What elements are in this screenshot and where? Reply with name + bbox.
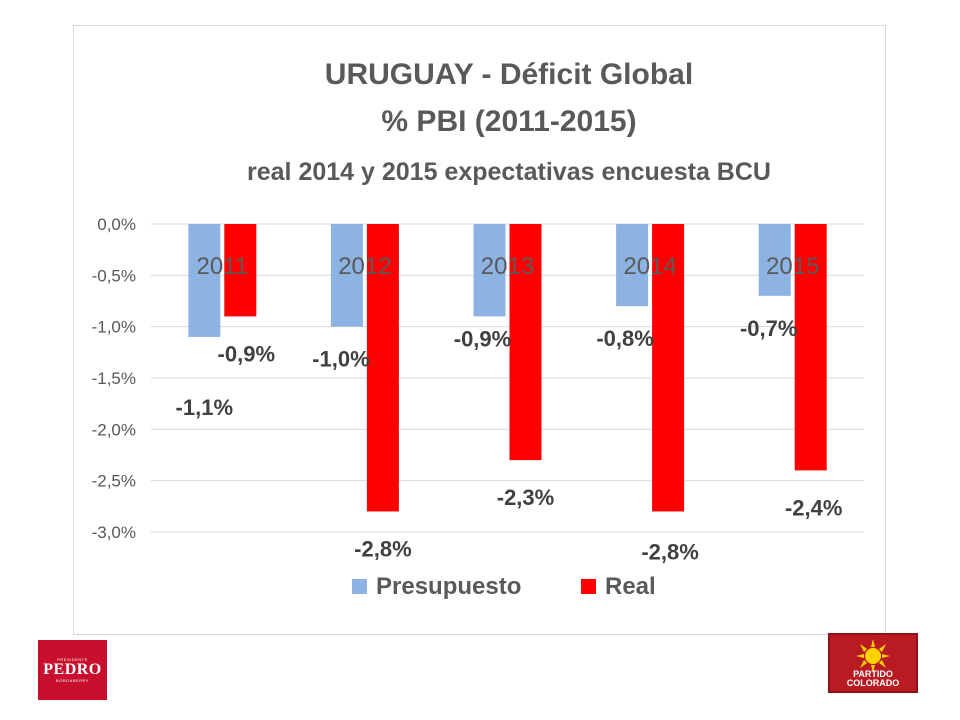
- logo-right-line-2: COLORADO: [846, 678, 900, 688]
- bar-real-2013: [509, 224, 542, 461]
- category-label-2011: 2011: [196, 253, 248, 280]
- data-label-presupuesto-2014: -0,8%: [596, 326, 653, 351]
- partido-colorado-logo: PARTIDO COLORADO: [828, 633, 918, 693]
- data-label-presupuesto-2012: -1,0%: [312, 347, 369, 372]
- data-label-real-2013: -2,3%: [497, 485, 554, 510]
- bar-real-2015: [794, 224, 827, 471]
- bar-presupuesto-2015: [758, 224, 791, 296]
- data-label-real-2014: -2,8%: [641, 539, 698, 564]
- legend-label-presupuesto: Presupuesto: [376, 573, 521, 600]
- chart-frame: URUGUAY - Déficit Global % PBI (2011-201…: [73, 25, 886, 635]
- bar-real-2014: [652, 224, 685, 512]
- y-tick-label: -1,5%: [92, 369, 136, 388]
- bar-presupuesto-2013: [473, 224, 506, 317]
- gridlines: [151, 223, 864, 533]
- chart-title-line-1: URUGUAY - Déficit Global: [325, 58, 693, 91]
- pedro-bordaberry-logo: PRESIDENTE PEDRO BORDABERRY: [38, 640, 107, 700]
- logo-right-line-1: PARTIDO: [853, 669, 893, 679]
- category-label-2012: 2012: [338, 253, 391, 280]
- legend-label-real: Real: [605, 573, 656, 600]
- chart: URUGUAY - Déficit Global % PBI (2011-201…: [92, 58, 864, 600]
- y-tick-label: -3,0%: [92, 523, 136, 542]
- legend: Presupuesto Real: [352, 573, 656, 600]
- data-label-real-2012: -2,8%: [354, 536, 411, 561]
- legend-swatch-real: [581, 579, 596, 594]
- sun-icon: [856, 639, 890, 673]
- category-label-2015: 2015: [766, 253, 819, 280]
- logo-left-top-text: PRESIDENTE: [57, 657, 88, 662]
- bars: [188, 224, 827, 512]
- bar-real-2012: [366, 224, 399, 512]
- bar-real-2011: [224, 224, 257, 317]
- y-tick-label: -2,0%: [92, 420, 136, 439]
- chart-title-line-2: % PBI (2011-2015): [381, 105, 636, 138]
- y-tick-label: -1,0%: [92, 318, 136, 337]
- logo-left-bottom-text: BORDABERRY: [56, 678, 89, 683]
- data-labels: -1,1% -0,9% -1,0% -2,8% -0,9% -2,3% -0,8% -2,8%…: [176, 316, 843, 565]
- y-axis-ticks: 0,0% -0,5% -1,0% -1,5% -2,0% -2,5% -3,0%: [92, 215, 136, 542]
- legend-swatch-presupuesto: [352, 579, 367, 594]
- data-label-real-2011: -0,9%: [218, 341, 275, 366]
- category-label-2013: 2013: [481, 253, 534, 280]
- data-label-presupuesto-2013: -0,9%: [454, 326, 511, 351]
- y-tick-label: -0,5%: [92, 266, 136, 285]
- data-label-presupuesto-2011: -1,1%: [176, 395, 233, 420]
- data-label-real-2015: -2,4%: [785, 495, 842, 520]
- y-tick-label: -2,5%: [92, 472, 136, 491]
- category-label-2014: 2014: [623, 253, 676, 280]
- chart-title: URUGUAY - Déficit Global % PBI (2011-201…: [247, 58, 771, 186]
- category-labels: 2011 2012 2013 2014 2015: [196, 253, 819, 280]
- y-tick-label: 0,0%: [97, 215, 136, 234]
- chart-title-line-3: real 2014 y 2015 expectativas encuesta B…: [247, 158, 771, 186]
- bar-presupuesto-2014: [616, 224, 649, 307]
- logo-left-main-text: PEDRO: [43, 661, 102, 678]
- data-label-presupuesto-2015: -0,7%: [740, 316, 797, 341]
- bar-presupuesto-2012: [330, 224, 363, 327]
- bar-presupuesto-2011: [188, 224, 221, 337]
